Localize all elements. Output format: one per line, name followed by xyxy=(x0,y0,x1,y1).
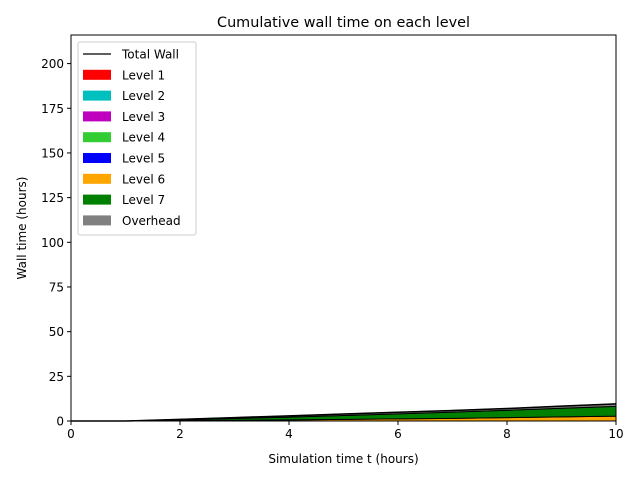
line-total-wall xyxy=(71,403,617,422)
legend-swatch xyxy=(83,111,111,122)
x-tick-label: 8 xyxy=(503,427,511,441)
legend-swatch xyxy=(83,90,111,101)
legend-box xyxy=(77,41,197,236)
legend-label: Level 2 xyxy=(122,89,165,103)
x-tick-label: 2 xyxy=(176,427,184,441)
y-tick-label: 100 xyxy=(41,236,64,250)
legend-label: Level 1 xyxy=(122,68,165,82)
legend-label: Level 3 xyxy=(122,110,165,124)
legend: Total Wall Level 1 Level 2 Level 3 Level 4 Le… xyxy=(77,41,197,236)
legend-swatch xyxy=(83,69,111,80)
x-tick-label: 0 xyxy=(67,427,75,441)
x-tick-label: 4 xyxy=(285,427,293,441)
chart-title: Cumulative wall time on each level xyxy=(217,15,470,31)
legend-swatch xyxy=(83,132,111,143)
y-tick-label: 175 xyxy=(41,102,64,116)
x-axis-label: Simulation time t (hours) xyxy=(268,452,418,466)
legend-swatch xyxy=(83,173,111,184)
legend-swatch xyxy=(83,215,111,226)
y-tick-label: 50 xyxy=(49,325,64,339)
legend-label: Level 4 xyxy=(122,131,165,145)
y-axis-label: Wall time (hours) xyxy=(15,177,29,280)
y-tick-label: 0 xyxy=(56,415,64,429)
legend-label: Level 5 xyxy=(122,152,165,166)
x-tick-label: 6 xyxy=(394,427,402,441)
y-tick-label: 125 xyxy=(41,191,64,205)
legend-label: Level 7 xyxy=(122,193,165,207)
legend-swatch xyxy=(83,153,111,163)
legend-swatch xyxy=(83,194,111,205)
y-tick-label: 200 xyxy=(41,57,64,71)
y-tick-label: 150 xyxy=(41,146,64,160)
plot-frame xyxy=(70,34,617,422)
legend-label: Overhead xyxy=(122,214,181,228)
plot-areas xyxy=(71,403,617,422)
legend-label: Total Wall xyxy=(121,48,179,62)
y-tick-label: 75 xyxy=(49,280,64,294)
legend-label: Level 6 xyxy=(122,172,165,186)
x-tick-label: 10 xyxy=(608,427,623,441)
y-tick-label: 25 xyxy=(49,370,64,384)
